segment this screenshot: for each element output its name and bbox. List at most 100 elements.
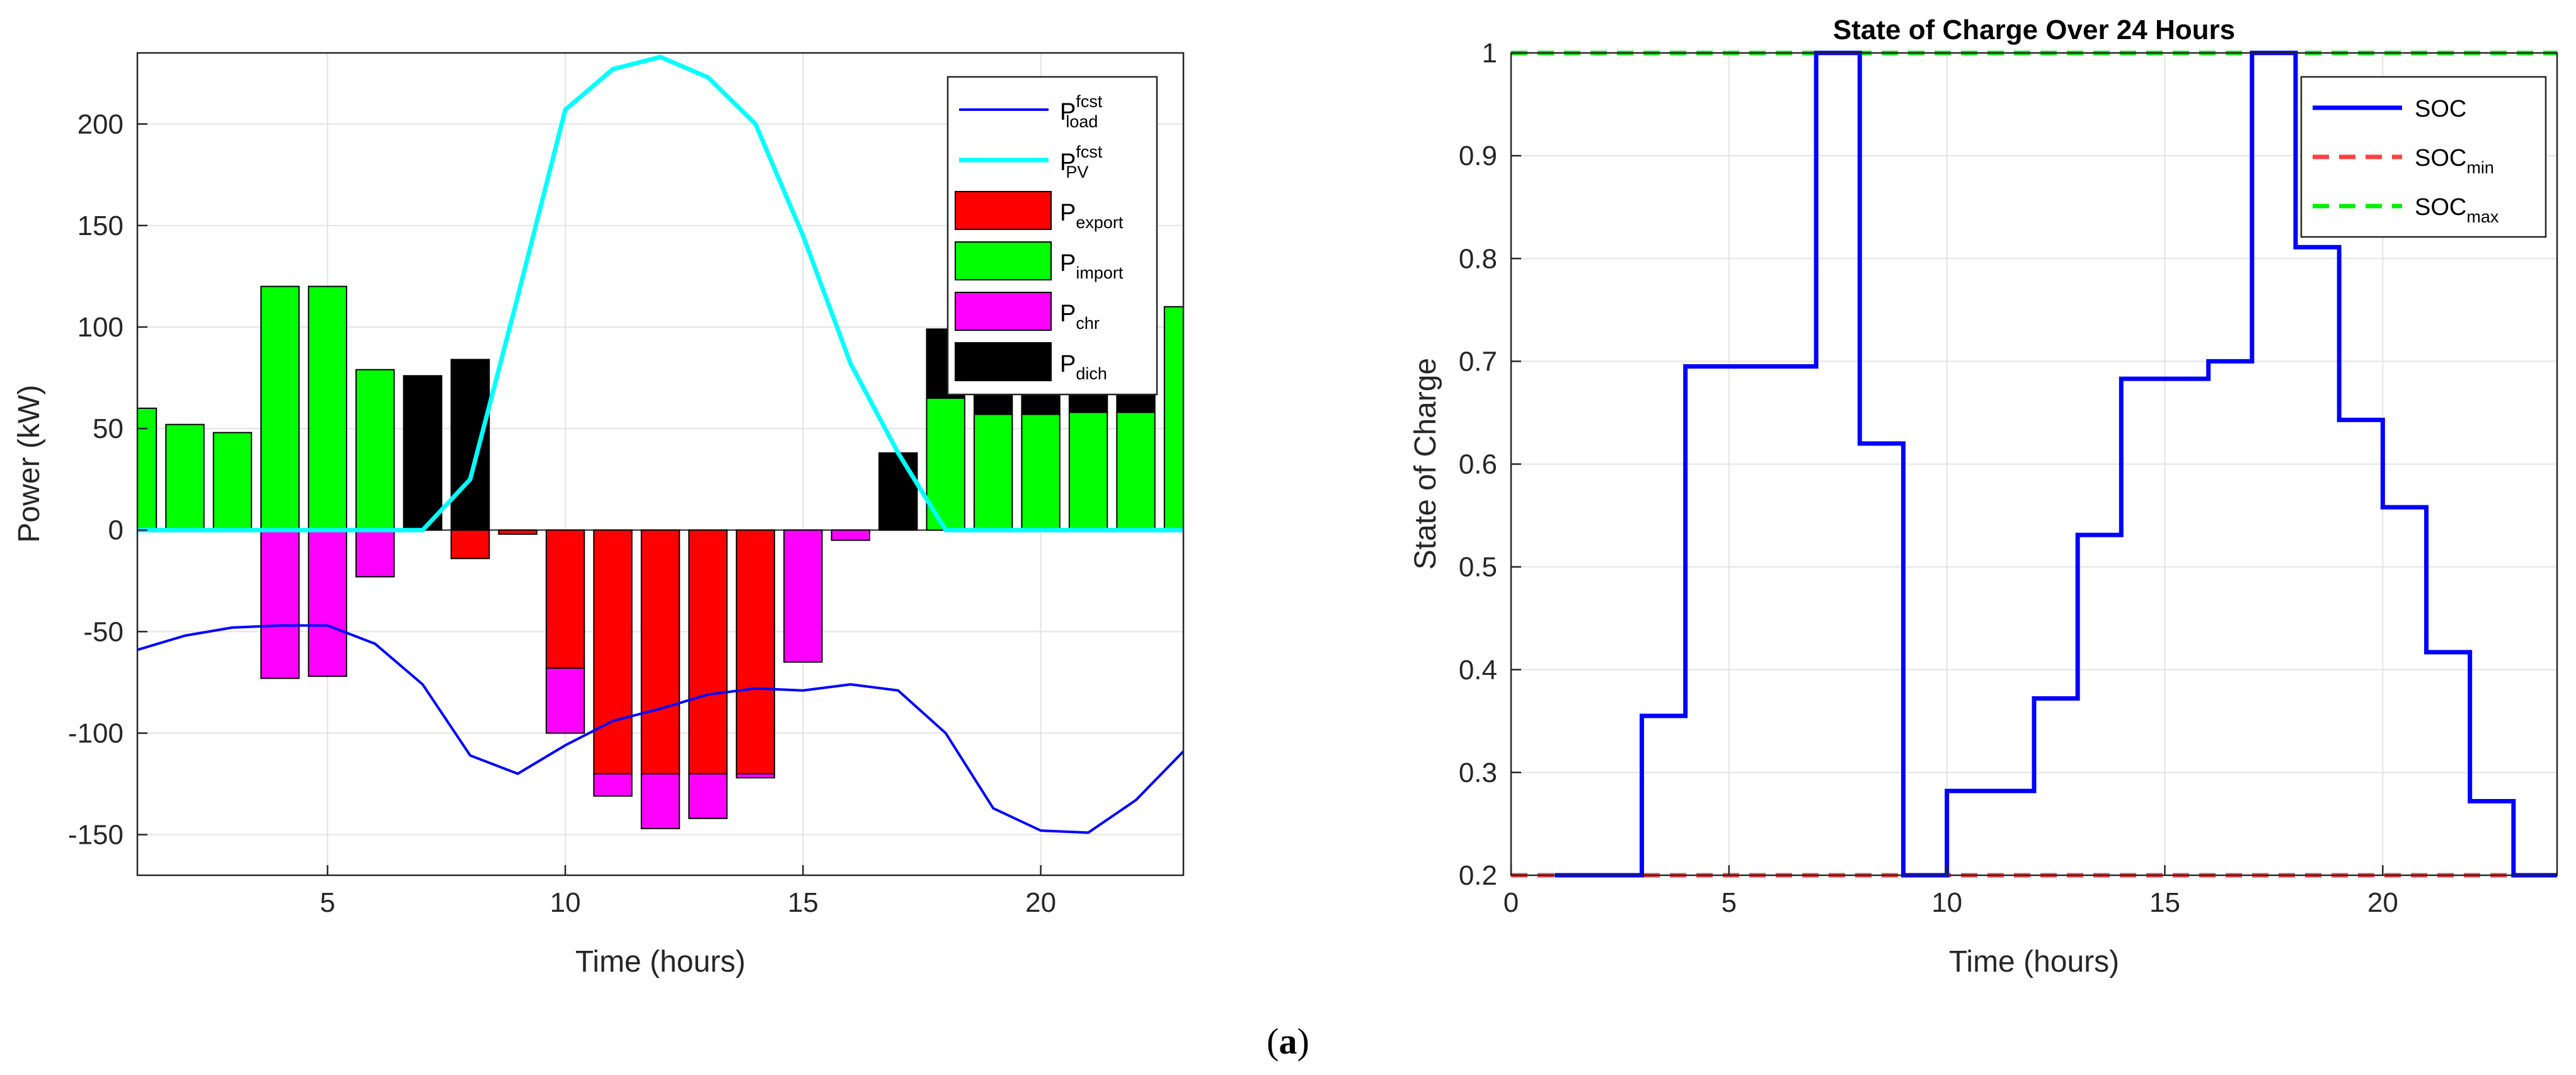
y-tick-label: 0.5: [1459, 552, 1497, 583]
legend-label-main: P: [1060, 250, 1076, 277]
x-tick-label: 10: [1931, 887, 1962, 918]
bar-chr: [260, 529, 300, 679]
y-tick-label: 0.4: [1459, 655, 1497, 686]
bar-dich: [451, 359, 490, 531]
legend-label-sub: export: [1076, 213, 1124, 232]
y-tick-label: -100: [68, 718, 124, 749]
legend-label-main: SOC: [2415, 194, 2466, 221]
figure-caption: (a): [1267, 1021, 1309, 1062]
x-tick-label: 15: [788, 887, 819, 918]
legend-label: SOC: [2415, 96, 2466, 122]
bar-dich: [878, 452, 918, 531]
bar-export: [735, 529, 776, 774]
legend-label-main: P: [1060, 351, 1076, 377]
soc-chart: 0 5 10 15 20 0.2 0.3 0.4 0.5 0.6 0.7 0.8 0.9 1 State …: [1409, 14, 2558, 979]
x-tick-label: 20: [2367, 887, 2398, 918]
legend-label-sub: min: [2466, 158, 2494, 177]
bar-import: [308, 285, 347, 531]
legend-label-sub: import: [1076, 263, 1124, 282]
bar-chr: [688, 773, 728, 819]
legend-swatch: [955, 342, 1052, 381]
y-tick-label: 100: [78, 312, 124, 343]
bar-chr: [308, 529, 347, 677]
y-tick-label: 150: [78, 210, 124, 241]
x-tick-label: 10: [550, 887, 581, 918]
legend-label: Pfcst PV: [1060, 142, 1103, 181]
legend-swatch: [955, 191, 1052, 230]
bar-export: [498, 529, 538, 535]
line-load: [137, 624, 1185, 834]
power-chart-lines: [137, 54, 1185, 834]
legend-label: Pexport: [1060, 200, 1124, 232]
legend-label: Pfcst load: [1060, 92, 1103, 131]
power-chart: 5 10 15 20 -150 -100 -50 0 50 100 150 200 Time (hou…: [13, 52, 1185, 979]
y-tick-label: 0.7: [1459, 346, 1497, 377]
y-tick-label: 200: [78, 109, 124, 140]
legend-label-sup: fcst: [1076, 92, 1103, 111]
y-tick-label: 0.8: [1459, 243, 1497, 274]
y-tick-label: 1: [1482, 38, 1497, 69]
legend-label: Pchr: [1060, 301, 1100, 333]
bar-chr: [545, 667, 585, 734]
bar-import: [260, 285, 300, 531]
legend-label-sub: dich: [1076, 364, 1107, 383]
y-tick-label: 0.9: [1459, 141, 1497, 171]
bar-chr: [783, 529, 823, 663]
y-tick-label: 0.3: [1459, 757, 1497, 788]
x-tick-label: 20: [1025, 887, 1056, 918]
bar-import: [137, 407, 158, 531]
power-chart-xlabel: Time (hours): [575, 945, 745, 979]
legend-label-main: P: [1060, 200, 1076, 226]
legend-label: Pimport: [1060, 250, 1124, 282]
bar-import: [165, 423, 205, 531]
bar-import: [1116, 411, 1156, 531]
x-tick-label: 5: [320, 887, 335, 918]
y-tick-label: 50: [93, 413, 124, 444]
legend-label-sub: max: [2466, 207, 2499, 226]
bar-dich: [403, 375, 442, 531]
legend-label: SOCmin: [2415, 145, 2494, 177]
bar-import: [355, 369, 395, 531]
legend-label-sup: fcst: [1076, 142, 1103, 161]
legend-label-main: SOC: [2415, 145, 2466, 171]
bar-import: [1068, 411, 1108, 531]
bar-chr: [640, 773, 681, 829]
y-tick-label: 0: [108, 515, 124, 546]
legend-label-sub: chr: [1076, 314, 1100, 333]
legend-swatch: [955, 241, 1052, 280]
soc-chart-xlabel: Time (hours): [1949, 945, 2119, 979]
x-tick-label: 5: [1722, 887, 1737, 918]
x-tick-label: 0: [1504, 887, 1519, 918]
bar-chr: [735, 773, 776, 779]
y-tick-label: -150: [68, 820, 124, 851]
y-tick-label: -50: [83, 616, 124, 647]
bar-chr: [593, 773, 633, 797]
bar-import: [1163, 306, 1185, 531]
bar-chr: [355, 529, 395, 578]
legend-label-main: P: [1060, 99, 1076, 125]
power-chart-bars: [137, 285, 1185, 829]
legend-label-main: P: [1060, 301, 1076, 327]
power-chart-ylabel: Power (kW): [13, 385, 46, 543]
soc-chart-ticks: 0 5 10 15 20 0.2 0.3 0.4 0.5 0.6 0.7 0.8 0.9 1: [1459, 38, 2398, 918]
y-tick-label: 0.6: [1459, 449, 1497, 480]
legend-label-main: P: [1060, 149, 1076, 176]
legend-label-sub: load: [1066, 112, 1098, 131]
caption-open: (: [1267, 1021, 1279, 1062]
line-PV: [137, 54, 1183, 532]
bar-export: [451, 529, 490, 560]
legend-label-main: SOC: [2415, 96, 2466, 122]
bar-export: [688, 529, 728, 774]
y-tick-label: 0.2: [1459, 860, 1497, 891]
bar-import: [212, 432, 253, 531]
soc-chart-title: State of Charge Over 24 Hours: [1833, 14, 2235, 45]
legend-label: Pdich: [1060, 351, 1107, 383]
line-soc: [1555, 50, 2557, 878]
legend-box: [946, 76, 1158, 396]
caption-close: ): [1297, 1021, 1309, 1062]
caption-letter: a: [1279, 1021, 1297, 1062]
bar-export: [593, 529, 633, 774]
